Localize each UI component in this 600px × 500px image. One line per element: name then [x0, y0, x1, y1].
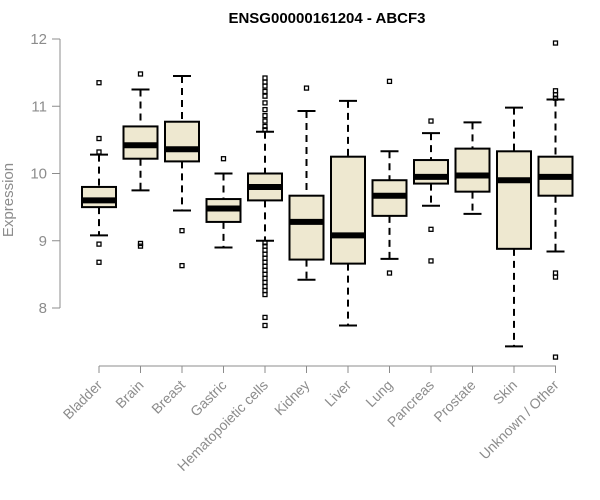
x-tick-label-0: Bladder — [60, 377, 106, 423]
outlier-point — [262, 100, 268, 106]
outlier-point — [179, 228, 185, 234]
y-tick-label-8: 8 — [39, 300, 47, 317]
box-iqr — [81, 185, 117, 209]
outlier-point — [303, 85, 310, 91]
box-3 — [205, 156, 242, 249]
box-5 — [288, 85, 325, 281]
box-iqr — [413, 159, 449, 185]
outlier-point — [96, 80, 102, 86]
chart-title: ENSG00000161204 - ABCF3 — [228, 10, 425, 27]
x-tick-label-2: Breast — [148, 377, 188, 417]
outlier-point — [552, 270, 559, 276]
box-iqr — [496, 150, 532, 250]
outlier-point — [262, 118, 268, 124]
outlier-point — [262, 88, 268, 95]
box-6 — [330, 99, 366, 327]
outlier-point — [137, 71, 144, 77]
outlier-point — [428, 258, 434, 264]
outlier-point — [96, 135, 102, 142]
box-iqr — [330, 155, 366, 265]
outlier-point — [262, 113, 268, 119]
y-axis-ticks: 8 9 10 11 12 — [30, 31, 60, 317]
box-1 — [122, 71, 159, 249]
box-8 — [413, 118, 449, 264]
x-tick-label-6: Liver — [321, 377, 354, 410]
box-7 — [371, 78, 408, 276]
x-tick-label-9: Prostate — [430, 377, 478, 425]
outlier-point — [262, 93, 268, 99]
x-tick-label-5: Kidney — [271, 377, 313, 419]
box-9 — [454, 121, 491, 215]
outlier-point — [96, 259, 102, 265]
box-series — [81, 40, 574, 360]
outlier-point — [552, 354, 559, 360]
outlier-point — [262, 75, 268, 81]
outlier-point — [96, 241, 102, 247]
x-tick-label-10: Skin — [490, 377, 521, 408]
box-iqr — [454, 147, 491, 193]
box-0 — [81, 80, 117, 265]
outlier-point — [428, 226, 434, 232]
outlier-point — [262, 322, 268, 329]
y-tick-label-12: 12 — [30, 31, 47, 48]
outlier-point — [552, 40, 559, 46]
box-2 — [164, 74, 200, 269]
box-iqr — [288, 194, 325, 261]
outlier-point — [552, 88, 559, 94]
outlier-point — [179, 262, 185, 269]
outlier-point — [386, 270, 393, 276]
outlier-point — [262, 240, 268, 246]
box-10 — [496, 106, 532, 348]
y-tick-label-10: 10 — [30, 166, 47, 183]
y-tick-label-11: 11 — [31, 98, 47, 115]
box-4 — [247, 75, 283, 329]
x-tick-label-11: Unknown / Other — [476, 377, 562, 463]
box-11 — [537, 40, 574, 360]
y-tick-label-9: 9 — [39, 233, 47, 250]
outlier-point — [220, 156, 227, 162]
outlier-point — [386, 78, 393, 85]
outlier-point — [262, 106, 268, 113]
outlier-point — [137, 243, 144, 249]
outlier-point — [137, 240, 144, 247]
outlier-point — [428, 118, 434, 124]
outlier-point — [262, 123, 268, 130]
outlier-point — [262, 314, 268, 321]
x-tick-label-7: Lung — [362, 377, 395, 410]
outlier-point — [96, 149, 102, 155]
box-iqr — [164, 120, 200, 163]
x-tick-label-1: Brain — [112, 377, 146, 411]
y-axis-label: Expression — [0, 163, 17, 237]
